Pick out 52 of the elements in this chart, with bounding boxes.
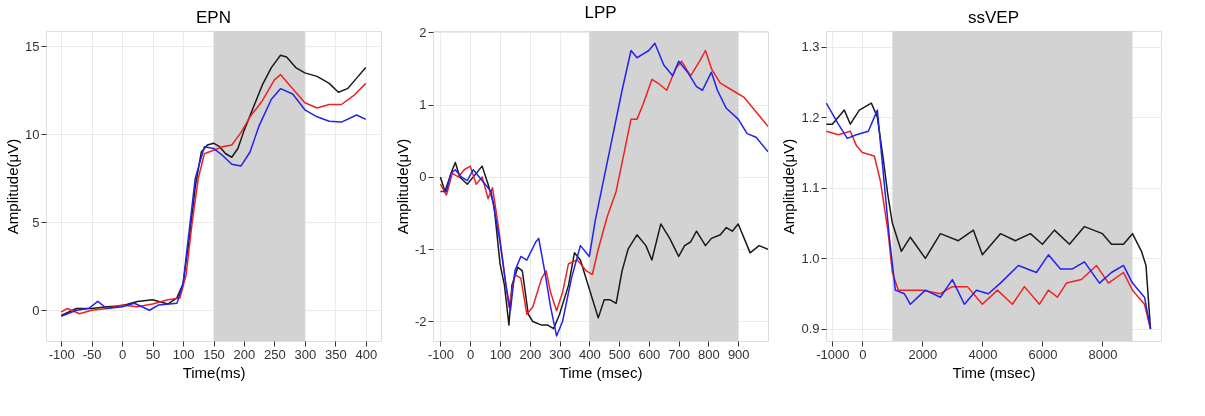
x-tick-label: 400 <box>578 346 601 362</box>
x-tick-label: 0 <box>859 346 867 362</box>
x-tick-label: 300 <box>549 346 571 362</box>
x-tick-label: 150 <box>203 346 225 362</box>
x-tick-label: 350 <box>324 346 347 362</box>
y-tick-label: 0 <box>419 169 427 185</box>
y-tick-label: 5 <box>32 214 40 230</box>
x-tick-label: -100 <box>427 346 454 362</box>
y-tick-label: 1 <box>419 97 427 113</box>
x-tick-label: 500 <box>608 346 631 362</box>
x-tick-label: -100 <box>48 346 75 362</box>
x-axis-title: Time(ms) <box>182 363 246 381</box>
x-tick-label: 600 <box>638 346 661 362</box>
y-tick-label: 15 <box>25 38 40 54</box>
x-tick-label: 4000 <box>968 346 998 362</box>
x-tick-label: 8000 <box>1088 346 1118 362</box>
y-tick-label: 0 <box>32 302 40 318</box>
x-tick-label: 400 <box>355 346 378 362</box>
x-tick-label: -1000 <box>816 346 850 362</box>
x-tick-label: -50 <box>82 346 102 362</box>
line-series <box>439 161 768 330</box>
x-tick-label: 0 <box>467 346 475 362</box>
x-tick-label: 900 <box>727 346 750 362</box>
x-tick-label: 50 <box>145 346 161 362</box>
chart-title: LPP <box>584 3 617 23</box>
y-tick-label: -2 <box>414 313 427 329</box>
x-tick-label: 100 <box>489 346 512 362</box>
x-tick-label: 200 <box>519 346 542 362</box>
x-axis-title: Time (msec) <box>559 363 643 381</box>
y-axis-title: Amplitude(μV) <box>393 138 411 235</box>
x-tick-label: 200 <box>233 346 256 362</box>
y-tick-label: 10 <box>25 126 40 142</box>
x-tick-label: 800 <box>698 346 720 362</box>
x-axis-title: Time (msec) <box>952 363 1036 381</box>
y-axis-title: Amplitude(μV) <box>4 138 22 235</box>
x-tick-label: 250 <box>264 346 286 362</box>
x-tick-label: 700 <box>668 346 691 362</box>
y-axis-title: Amplitude(μV) <box>780 138 798 235</box>
chart-title: ssVEP <box>967 8 1020 27</box>
chart-title: EPN <box>196 8 231 27</box>
y-tick-label: 1.0 <box>801 250 820 266</box>
y-tick-label: 1.2 <box>801 109 820 125</box>
y-tick-label: 0.9 <box>801 321 820 337</box>
x-tick-label: 6000 <box>1028 346 1058 362</box>
y-tick-label: 1.1 <box>801 180 820 196</box>
y-tick-label: 1.3 <box>801 39 820 55</box>
x-tick-label: 0 <box>119 346 127 362</box>
x-tick-label: 2000 <box>908 346 938 362</box>
y-tick-label: -1 <box>414 241 427 257</box>
y-tick-label: 2 <box>419 24 427 40</box>
x-tick-label: 100 <box>172 346 195 362</box>
x-tick-label: 300 <box>294 346 317 362</box>
